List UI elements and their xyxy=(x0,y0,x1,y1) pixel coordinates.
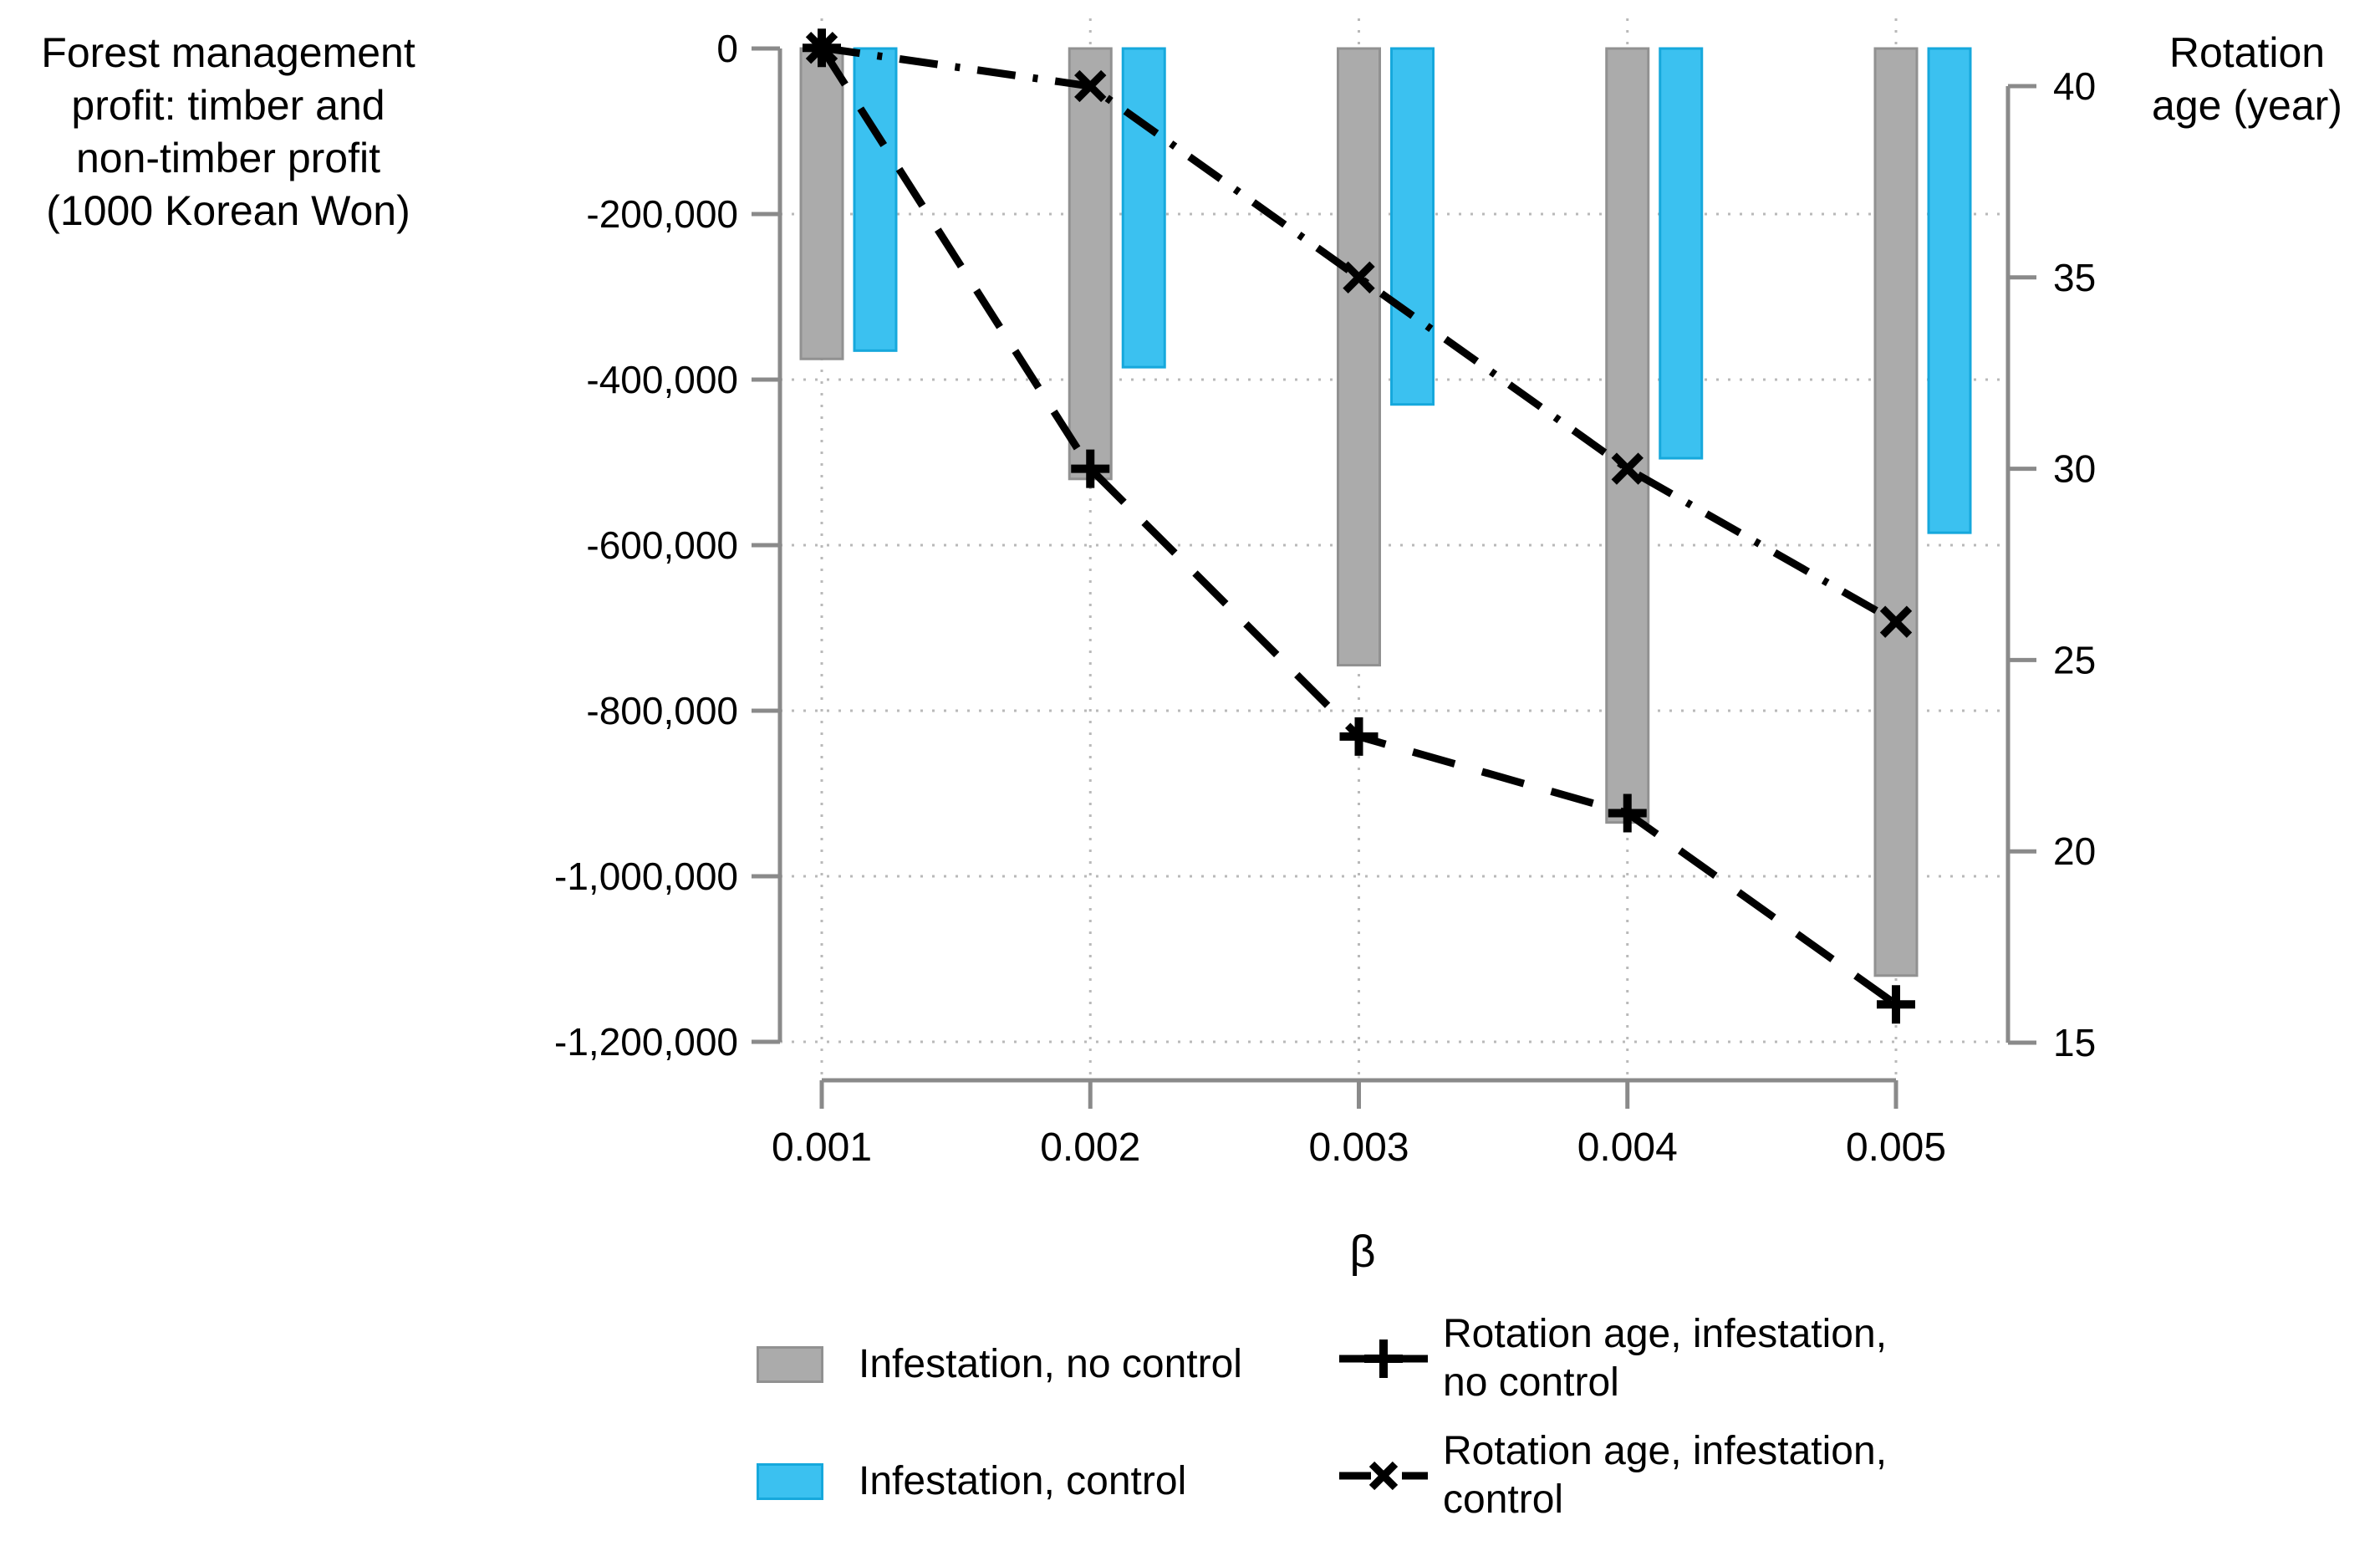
left-axis-tick-label: 0 xyxy=(716,27,738,70)
bar-control-0.004 xyxy=(1659,47,1704,460)
right-axis-tick-label: 25 xyxy=(2053,638,2096,681)
legend-item-infestation-no-control: Infestation, no control xyxy=(757,1340,1242,1389)
bar-no-control-0.004 xyxy=(1605,47,1650,824)
legend-label: Infestation, no control xyxy=(859,1342,1242,1386)
right-axis-tick-label: 15 xyxy=(2053,1021,2096,1064)
left-axis-title-line: Forest management xyxy=(41,29,415,76)
legend-item-rotation-no-control: Rotation age, infestation, no control xyxy=(1443,1310,1887,1407)
right-axis-tick-label: 40 xyxy=(2053,64,2096,108)
left-axis-title-line: profit: timber and xyxy=(71,82,385,129)
legend-label-line: no control xyxy=(1443,1360,1619,1405)
x-axis-tick-label: 0.002 xyxy=(1040,1125,1140,1170)
right-axis-tick-label: 35 xyxy=(2053,256,2096,299)
bar-control-0.003 xyxy=(1390,47,1435,406)
x-axis-tick-label: 0.004 xyxy=(1577,1125,1678,1170)
x-axis-tick-label: 0.001 xyxy=(772,1125,872,1170)
legend-label-line: Rotation age, infestation, xyxy=(1443,1312,1888,1356)
left-axis-tick-label: -1,000,000 xyxy=(554,855,738,898)
bar-no-control-0.001 xyxy=(799,47,844,360)
left-axis-title: Forest management profit: timber and non… xyxy=(7,27,450,237)
legend-item-infestation-control: Infestation, control xyxy=(757,1457,1186,1506)
bar-control-0.002 xyxy=(1121,47,1166,369)
legend-label: Infestation, control xyxy=(859,1459,1187,1503)
legend-line-sample-control xyxy=(1339,1461,1428,1491)
bar-control-0.005 xyxy=(1927,47,1972,534)
left-axis-tick-label: -400,000 xyxy=(586,358,738,401)
plus-marker xyxy=(1608,793,1647,833)
right-axis-tick-label: 30 xyxy=(2053,447,2096,491)
legend-line-sample-no-control xyxy=(1339,1339,1428,1378)
plus-marker xyxy=(1071,449,1110,488)
legend-label-line: Rotation age, infestation, xyxy=(1443,1429,1888,1473)
line-rotation-control xyxy=(821,43,1898,625)
plus-marker xyxy=(1364,1339,1403,1378)
right-axis-title: Rotation age (year) xyxy=(2122,27,2372,132)
x-marker xyxy=(1074,69,1107,103)
bar-no-control-0.003 xyxy=(1337,47,1381,667)
x-marker xyxy=(1343,261,1375,293)
legend-swatch-gray xyxy=(757,1346,823,1383)
left-axis-title-line: non-timber profit xyxy=(75,135,381,181)
bar-control-0.001 xyxy=(853,47,898,352)
bar-no-control-0.002 xyxy=(1068,47,1113,481)
left-axis-title-line: (1000 Korean Won) xyxy=(46,187,410,234)
right-axis-title-line: Rotation xyxy=(2169,29,2326,76)
plus-marker xyxy=(1877,985,1915,1024)
x-marker xyxy=(1611,452,1644,485)
x-axis-tick-label: 0.005 xyxy=(1846,1125,1946,1170)
x-marker xyxy=(1879,605,1913,638)
legend-label-line: control xyxy=(1443,1477,1564,1522)
bar-no-control-0.005 xyxy=(1873,47,1919,977)
legend-swatch-blue xyxy=(757,1463,823,1500)
left-axis-tick-label: -200,000 xyxy=(586,192,738,236)
x-marker xyxy=(1368,1461,1399,1491)
left-axis-tick-label: -1,200,000 xyxy=(554,1020,738,1064)
left-axis-tick-label: -800,000 xyxy=(586,689,738,732)
x-marker xyxy=(805,32,838,64)
legend-item-rotation-control: Rotation age, infestation, control xyxy=(1443,1427,1887,1524)
plus-marker xyxy=(1339,717,1379,756)
right-axis-title-line: age (year) xyxy=(2152,82,2342,129)
x-axis-tick-label: 0.003 xyxy=(1308,1125,1409,1170)
right-axis-tick-label: 20 xyxy=(2053,829,2096,873)
left-axis-tick-label: -600,000 xyxy=(586,523,738,567)
x-axis-label: β xyxy=(1349,1227,1375,1277)
